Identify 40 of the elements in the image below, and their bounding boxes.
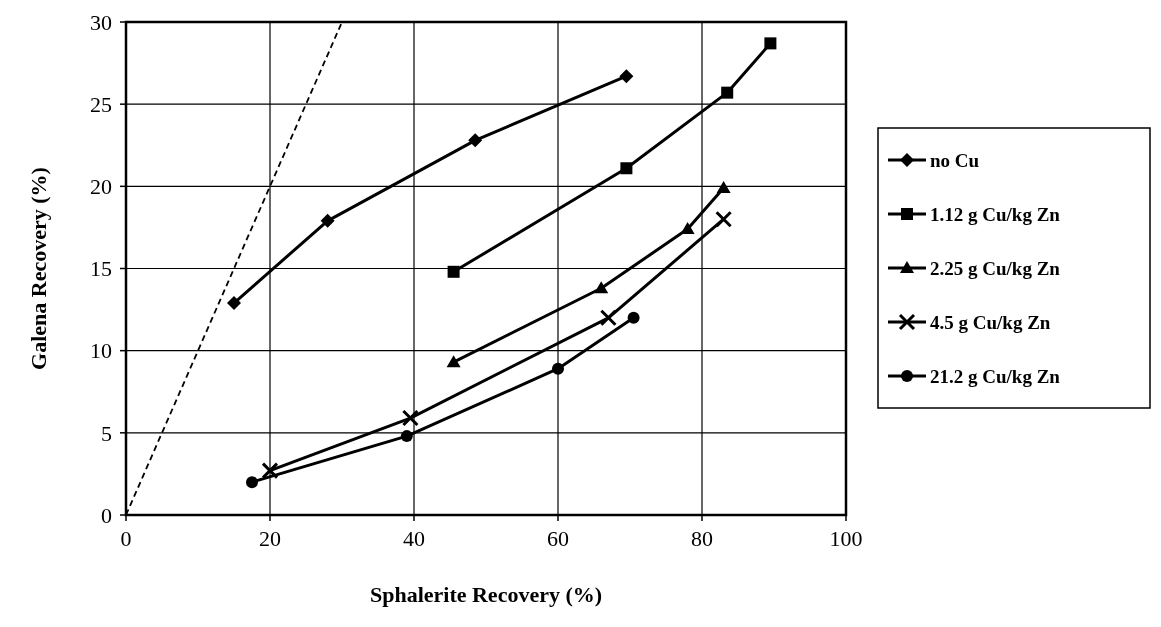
legend-label: 2.25 g Cu/kg Zn: [930, 257, 1061, 279]
point: [599, 309, 617, 327]
x-tick-label: 0: [120, 526, 132, 551]
point: [246, 476, 258, 489]
point: [620, 162, 633, 175]
point: [721, 86, 734, 99]
point: [401, 409, 419, 427]
x-tick-label: 20: [259, 526, 281, 551]
point: [716, 180, 731, 193]
point: [447, 265, 460, 278]
point: [627, 311, 640, 324]
point: [552, 362, 564, 375]
point: [619, 69, 634, 84]
x-axis-title: Sphalerite Recovery (%): [369, 582, 603, 607]
y-axis-title: Galena Recovery (%): [26, 167, 51, 370]
y-tick-label: 10: [90, 338, 112, 364]
y-tick-label: 5: [101, 420, 112, 446]
y-tick-label: 30: [90, 9, 112, 35]
point: [594, 281, 609, 294]
point: [446, 355, 461, 368]
x-tick-label: 40: [403, 526, 425, 551]
point: [261, 462, 279, 480]
x-tick-label: 80: [691, 526, 713, 551]
y-tick-label: 20: [90, 174, 112, 200]
point: [320, 213, 335, 228]
point: [680, 222, 695, 235]
legend-label: no Cu: [930, 149, 980, 171]
y-tick-label: 15: [90, 256, 112, 282]
point: [764, 37, 777, 50]
x-tick-label: 60: [547, 526, 569, 551]
legend-label: 4.5 g Cu/kg Zn: [930, 311, 1051, 333]
point: [400, 430, 413, 443]
point: [468, 133, 483, 148]
point: [227, 296, 241, 311]
legend-label: 1.12 g Cu/kg Zn: [930, 203, 1061, 225]
y-tick-label: 25: [90, 91, 112, 117]
y-tick-label: 0: [101, 502, 112, 528]
legend-label: 21.2 g Cu/kg Zn: [930, 365, 1061, 387]
x-tick-label: 100: [829, 526, 863, 551]
point: [715, 210, 733, 228]
